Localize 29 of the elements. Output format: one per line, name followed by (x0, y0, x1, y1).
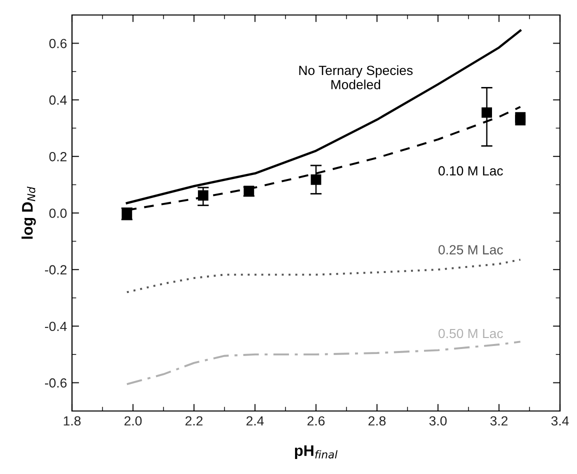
x-tick-label: 3.4 (551, 416, 569, 426)
x-axis-title: pH$_{final}$ (295, 445, 338, 459)
series-label: 0.50 M Lac (438, 328, 503, 338)
series-label: 0.10 M Lac (438, 166, 503, 176)
x-tick-label: 2.2 (185, 416, 203, 426)
y-tick-label: -0.2 (44, 265, 66, 274)
x-tick-label: 2.0 (124, 416, 142, 426)
x-tick-label: 3.0 (429, 416, 447, 426)
x-tick-label: 2.6 (307, 416, 325, 426)
point (310, 174, 322, 185)
point (515, 115, 526, 126)
x-tick-label: 2.8 (368, 416, 386, 426)
line-series (126, 29, 522, 204)
y-tick-label: 0.6 (49, 38, 67, 48)
line-series (126, 258, 522, 294)
y-tick-label: 0.2 (49, 152, 66, 162)
point (482, 107, 492, 118)
y-tick-label: 0.0 (49, 208, 67, 218)
y-axis-title: log D$_{Nd}$ (22, 186, 36, 239)
line-series (126, 340, 522, 386)
y-tick-label: -0.4 (44, 322, 67, 332)
series-label: No Ternary Species Modeled (299, 65, 413, 90)
point (198, 190, 208, 201)
x-tick-label: 2.4 (246, 416, 264, 426)
x-tick-label: 1.8 (64, 416, 81, 426)
y-tick-label: 0.4 (49, 95, 67, 105)
y-tick-label: -0.6 (44, 378, 67, 388)
series-label: 0.25 M Lac (438, 245, 503, 254)
x-tick-label: 3.2 (490, 416, 508, 426)
